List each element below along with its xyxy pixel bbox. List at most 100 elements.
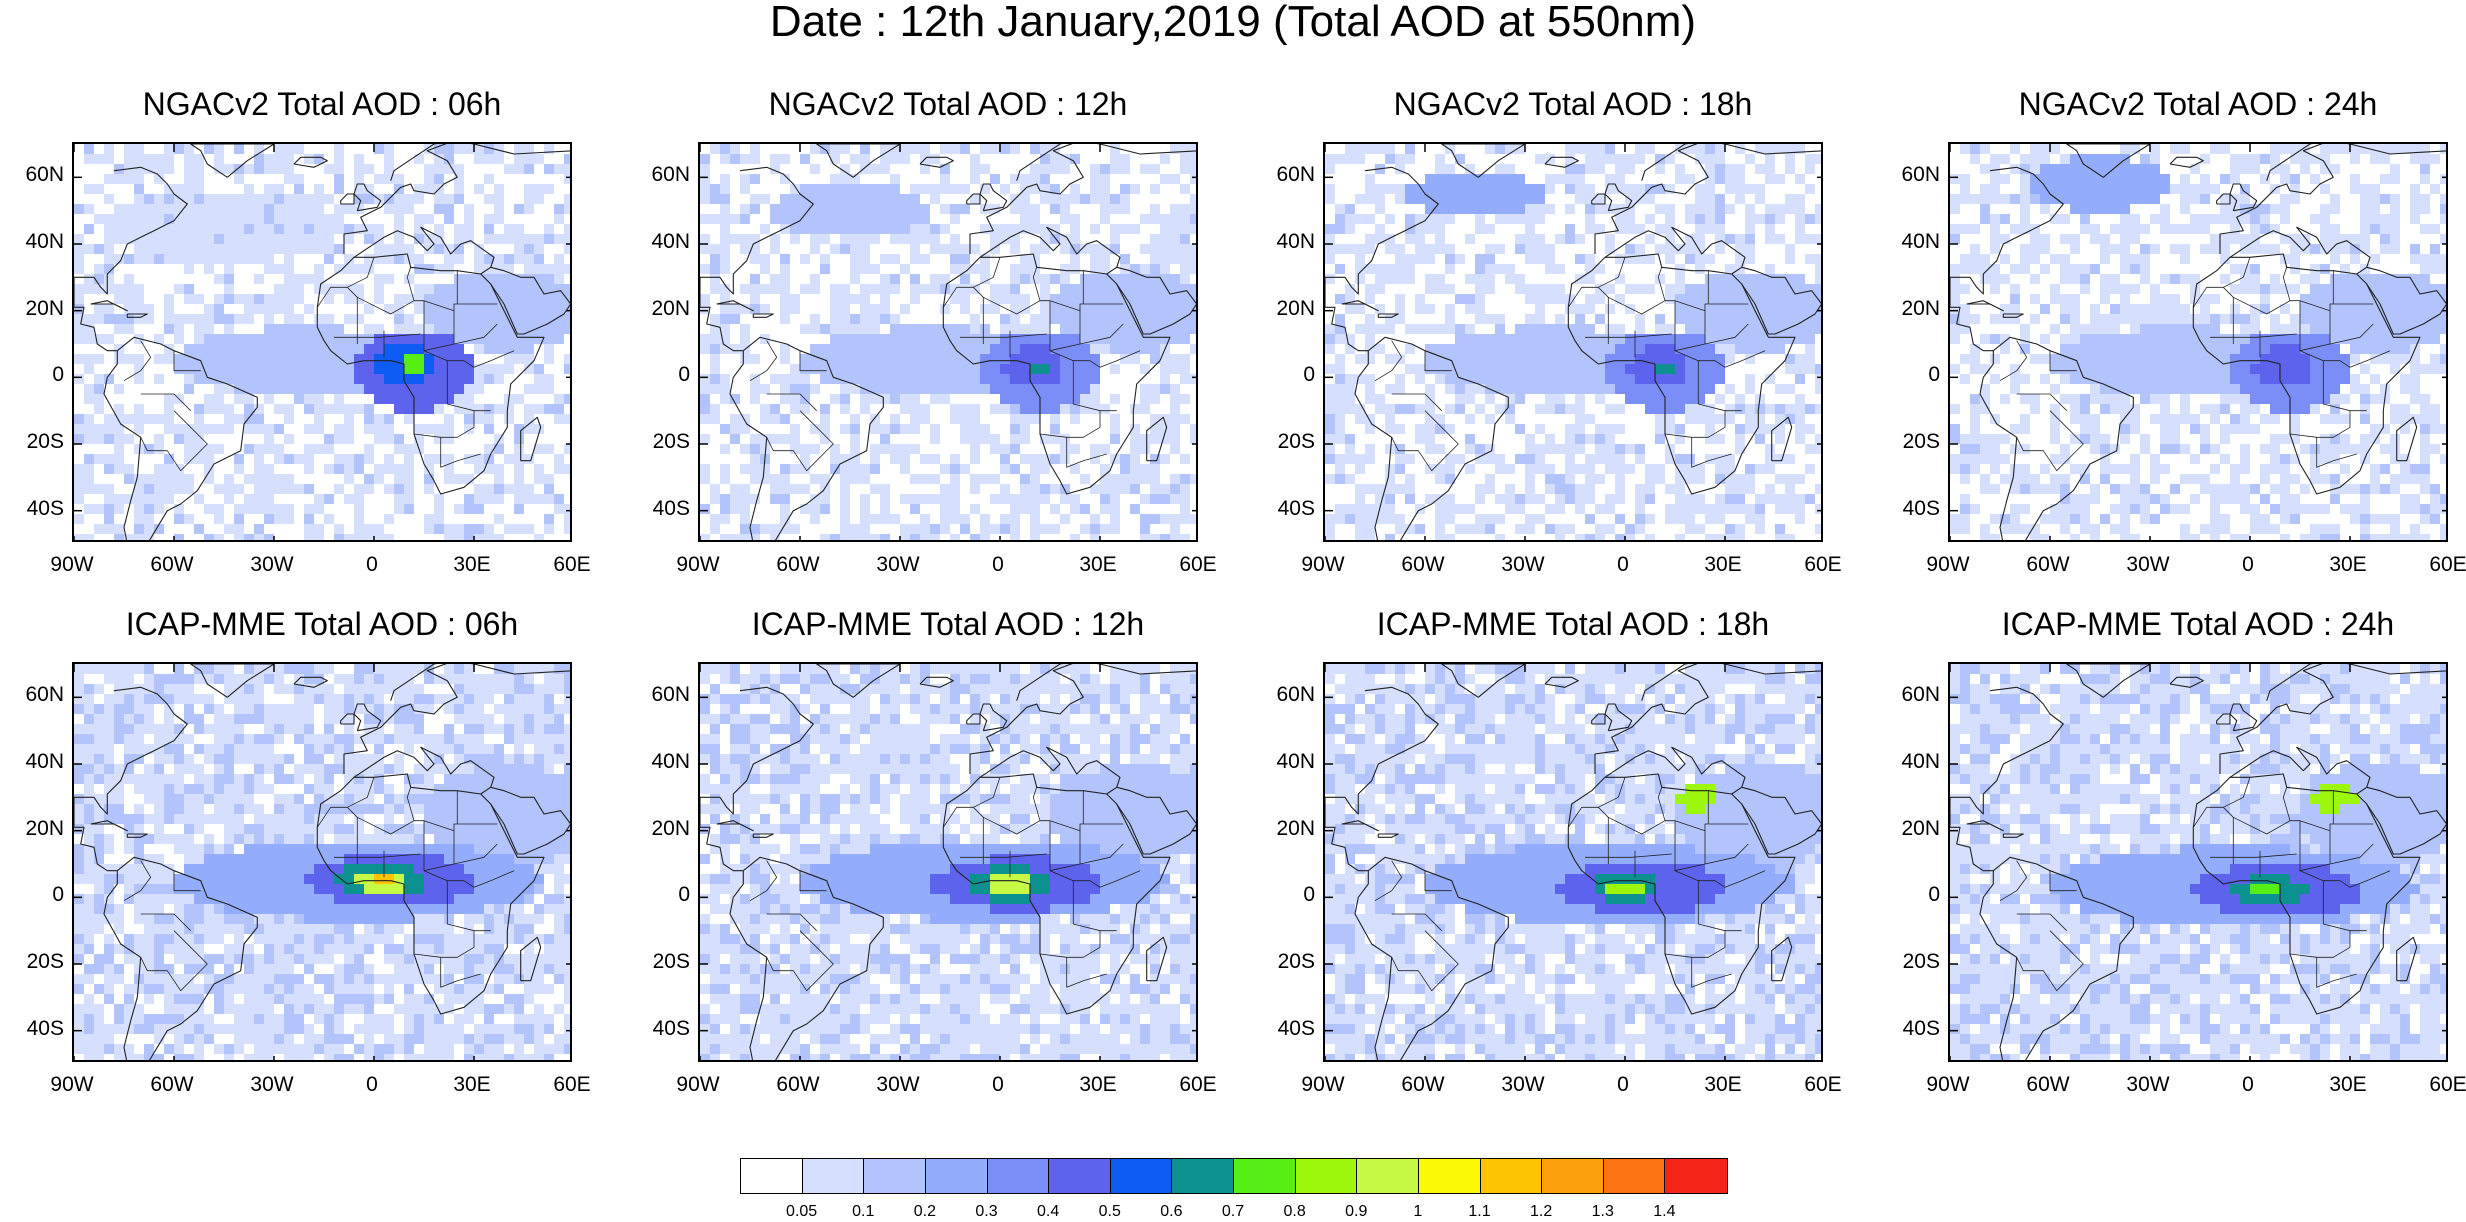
country-border: [1691, 437, 1732, 468]
aod-cell: [2060, 334, 2070, 344]
aod-cell: [514, 334, 524, 344]
aod-cell: [1705, 424, 1715, 434]
aod-cell: [1585, 364, 1595, 374]
aod-cell: [2060, 524, 2070, 534]
country-border: [766, 410, 834, 472]
aod-cell: [990, 294, 1000, 304]
aod-cell: [1960, 354, 1970, 364]
aod-cell: [134, 354, 144, 364]
aod-cell: [164, 404, 174, 414]
aod-cell: [1050, 164, 1060, 174]
aod-cell: [2050, 354, 2060, 364]
aod-cell: [2170, 324, 2180, 334]
aod-cell: [720, 224, 730, 234]
aod-cell: [264, 264, 274, 274]
aod-cell: [134, 484, 144, 494]
aod-cell: [1685, 214, 1695, 224]
aod-cell: [2020, 244, 2030, 254]
aod-cell: [194, 254, 204, 264]
aod-cell: [1635, 444, 1645, 454]
aod-cell: [2180, 304, 2190, 314]
aod-cell: [1060, 404, 1070, 414]
aod-cell: [474, 324, 484, 334]
aod-cell: [1375, 514, 1385, 524]
aod-cell: [2140, 494, 2150, 504]
aod-cell: [2110, 184, 2120, 194]
aod-cell: [364, 164, 374, 174]
aod-cell: [740, 324, 750, 334]
aod-cell: [154, 474, 164, 484]
aod-cell: [1405, 454, 1415, 464]
aod-cell: [1805, 154, 1815, 164]
aod-cell: [1425, 404, 1435, 414]
aod-cell: [750, 534, 760, 540]
aod-cell: [1130, 464, 1140, 474]
aod-cell: [124, 174, 134, 184]
aod-cell: [334, 344, 344, 354]
aod-cell: [1755, 294, 1765, 304]
aod-cell: [1525, 194, 1535, 204]
aod-cell: [1695, 344, 1705, 354]
aod-cell: [554, 254, 564, 264]
aod-cell: [474, 524, 484, 534]
aod-cell: [1725, 174, 1735, 184]
aod-cell: [1445, 164, 1455, 174]
aod-cell: [2300, 534, 2310, 540]
aod-cell: [244, 504, 254, 514]
aod-cell: [700, 534, 710, 540]
aod-cell: [2230, 414, 2240, 424]
aod-cell: [2250, 324, 2260, 334]
aod-cell: [534, 464, 544, 474]
aod-cell: [1685, 394, 1695, 404]
aod-cell: [1050, 364, 1060, 374]
aod-cell: [880, 194, 890, 204]
aod-cell: [2060, 444, 2070, 454]
aod-cell: [324, 384, 334, 394]
aod-cell: [1170, 334, 1180, 344]
aod-cell: [184, 344, 194, 354]
aod-cell: [2150, 354, 2160, 364]
aod-cell: [1645, 344, 1655, 354]
aod-cell: [1635, 454, 1645, 464]
aod-cell: [2270, 404, 2280, 414]
aod-cell: [1020, 274, 1030, 284]
aod-cell: [1785, 304, 1795, 314]
aod-cell: [1405, 264, 1415, 274]
aod-cell: [554, 464, 564, 474]
aod-cell: [1485, 514, 1495, 524]
aod-cell: [354, 294, 364, 304]
aod-cell: [900, 214, 910, 224]
aod-cell: [2120, 224, 2130, 234]
aod-cell: [1030, 404, 1040, 414]
aod-cell: [1140, 394, 1150, 404]
aod-cell: [960, 344, 970, 354]
aod-cell: [1485, 374, 1495, 384]
aod-cell: [2040, 354, 2050, 364]
aod-cell: [1585, 204, 1595, 214]
aod-cell: [1565, 494, 1575, 504]
aod-cell: [1070, 284, 1080, 294]
aod-cell: [1120, 274, 1130, 284]
aod-cell: [860, 144, 870, 154]
aod-cell: [1475, 404, 1485, 414]
aod-cell: [2260, 244, 2270, 254]
aod-cell: [960, 324, 970, 334]
aod-cell: [1485, 264, 1495, 274]
aod-cell: [474, 454, 484, 464]
aod-cell: [1685, 294, 1695, 304]
aod-cell: [364, 364, 374, 374]
aod-cell: [1325, 184, 1335, 194]
aod-cell: [2050, 184, 2060, 194]
aod-cell: [1795, 364, 1805, 374]
aod-cell: [2050, 284, 2060, 294]
aod-cell: [840, 164, 850, 174]
aod-cell: [700, 244, 710, 254]
aod-cell: [1585, 334, 1595, 344]
aod-cell: [1555, 374, 1565, 384]
aod-cell: [384, 484, 394, 494]
aod-cell: [2270, 374, 2280, 384]
aod-cell: [1325, 194, 1335, 204]
aod-cell: [840, 424, 850, 434]
aod-cell: [1100, 294, 1110, 304]
aod-cell: [2280, 164, 2290, 174]
